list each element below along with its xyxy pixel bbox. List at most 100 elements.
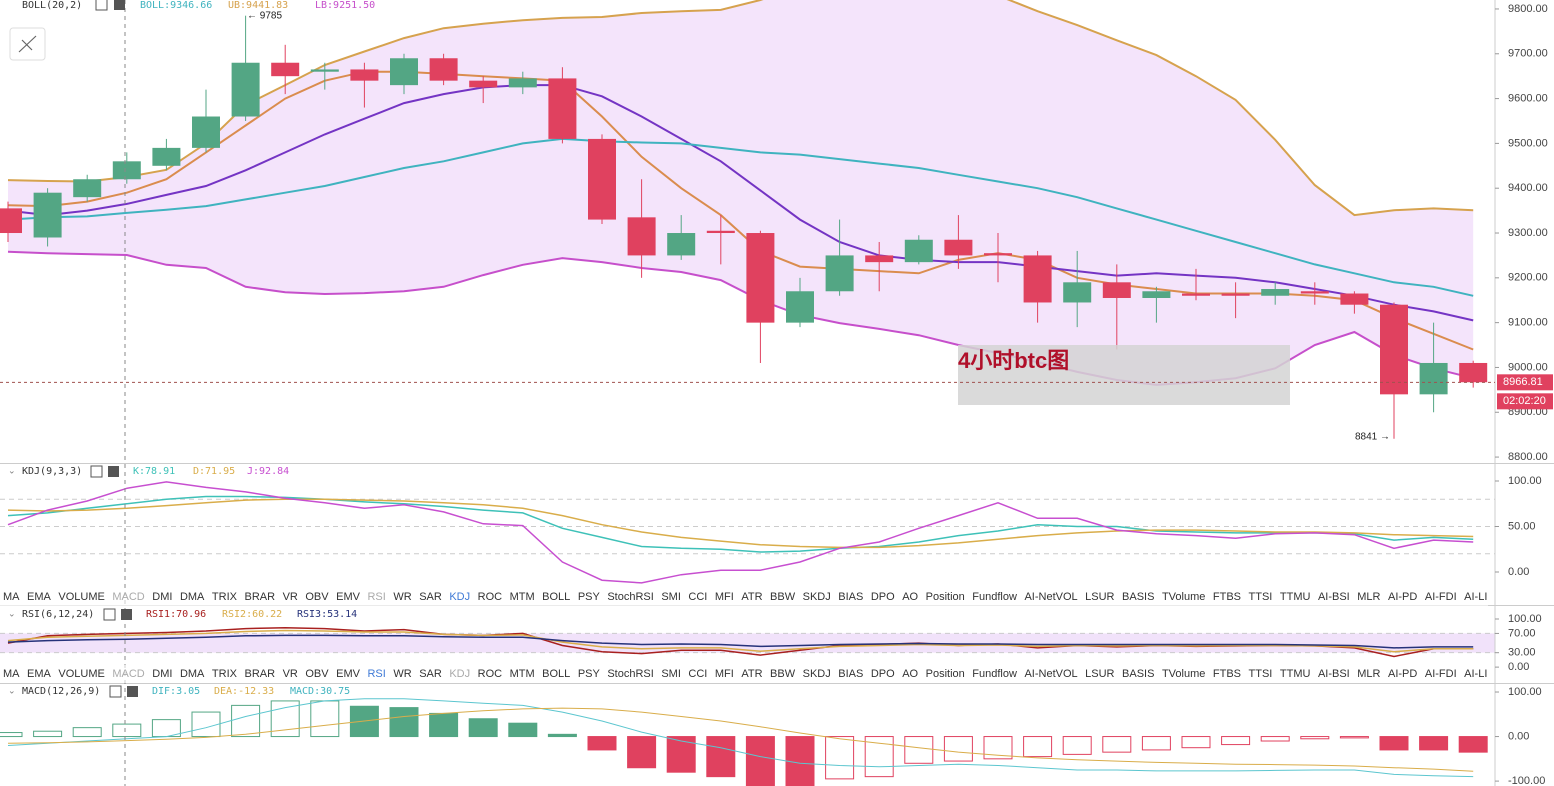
indicator-tab[interactable]: TRIX xyxy=(211,591,237,603)
close-icon[interactable] xyxy=(127,686,138,697)
indicator-tab[interactable]: VR xyxy=(282,668,298,680)
indicator-tab[interactable]: CCI xyxy=(688,591,708,603)
indicator-tab[interactable]: DMA xyxy=(179,668,205,680)
indicator-tab[interactable]: AI-LI xyxy=(1464,591,1488,603)
indicator-tab[interactable]: ROC xyxy=(477,668,503,680)
indicator-tab[interactable]: EMV xyxy=(336,668,360,680)
close-icon[interactable] xyxy=(108,466,119,477)
indicator-tab[interactable]: MACD xyxy=(112,591,145,603)
indicator-tab[interactable]: WR xyxy=(393,668,412,680)
indicator-tab[interactable]: AI-BSI xyxy=(1317,591,1350,603)
indicator-tab[interactable]: BBW xyxy=(770,591,796,603)
indicator-tab[interactable]: Position xyxy=(925,668,965,680)
indicator-tab[interactable]: Position xyxy=(925,591,965,603)
indicator-tab[interactable]: AI-NetVOL xyxy=(1024,591,1078,603)
indicator-tab[interactable]: DMI xyxy=(152,668,173,680)
indicator-tab[interactable]: Fundflow xyxy=(972,668,1017,680)
indicator-tab[interactable]: BRAR xyxy=(244,591,276,603)
indicator-tab[interactable]: EMA xyxy=(27,668,51,680)
indicator-tab[interactable]: MTM xyxy=(509,668,535,680)
high-label: ← 9785 xyxy=(247,11,282,22)
indicator-tab[interactable]: VR xyxy=(282,591,298,603)
collapse-arrow[interactable]: ⌄ xyxy=(8,608,16,618)
indicator-tab[interactable]: BIAS xyxy=(838,668,864,680)
indicator-tab[interactable]: AO xyxy=(902,668,919,680)
indicator-tab[interactable]: SAR xyxy=(419,668,442,680)
indicator-tab[interactable]: CCI xyxy=(688,668,708,680)
indicator-tab[interactable]: TTSI xyxy=(1248,668,1273,680)
indicator-tab[interactable]: OBV xyxy=(305,668,329,680)
indicator-tab[interactable]: BOLL xyxy=(542,668,571,680)
indicator-tab[interactable]: TTMU xyxy=(1279,668,1311,680)
indicator-tab[interactable]: TVolume xyxy=(1161,591,1206,603)
indicator-tab[interactable]: Fundflow xyxy=(972,591,1017,603)
indicator-tab[interactable]: AI-NetVOL xyxy=(1024,668,1078,680)
indicator-tab[interactable]: SMI xyxy=(661,591,681,603)
indicator-tab[interactable]: LSUR xyxy=(1085,668,1115,680)
indicator-tab[interactable]: FTBS xyxy=(1212,591,1241,603)
collapse-arrow[interactable]: ⌄ xyxy=(8,465,16,475)
indicator-tab[interactable]: SMI xyxy=(661,668,681,680)
indicator-tab[interactable]: KDJ xyxy=(449,591,471,603)
indicator-tab[interactable]: DPO xyxy=(870,591,895,603)
indicator-tab[interactable]: TRIX xyxy=(211,668,237,680)
indicator-tab[interactable]: SAR xyxy=(419,591,442,603)
indicator-tab[interactable]: BASIS xyxy=(1122,591,1155,603)
indicator-tab[interactable]: BIAS xyxy=(838,591,864,603)
indicator-tab[interactable]: BRAR xyxy=(244,668,276,680)
indicator-tab[interactable]: AI-BSI xyxy=(1317,668,1350,680)
indicator-tab[interactable]: TTSI xyxy=(1248,591,1273,603)
indicator-tab[interactable]: SKDJ xyxy=(802,668,831,680)
indicator-tab[interactable]: VOLUME xyxy=(58,591,105,603)
close-icon[interactable] xyxy=(121,609,132,620)
indicator-tab[interactable]: ROC xyxy=(477,591,503,603)
indicator-tab[interactable]: DMA xyxy=(179,591,205,603)
indicator-tab[interactable]: LSUR xyxy=(1085,591,1115,603)
indicator-tab[interactable]: MACD xyxy=(112,668,145,680)
indicator-tab[interactable]: AO xyxy=(902,591,919,603)
indicator-tab[interactable]: AI-PD xyxy=(1388,668,1418,680)
settings-icon[interactable] xyxy=(95,0,108,11)
indicator-tab[interactable]: ATR xyxy=(741,668,763,680)
indicator-tab[interactable]: FTBS xyxy=(1212,668,1241,680)
indicator-tab[interactable]: EMA xyxy=(27,591,51,603)
indicator-tab[interactable]: VOLUME xyxy=(58,668,105,680)
indicator-tab[interactable]: BBW xyxy=(770,668,796,680)
indicator-tab[interactable]: MLR xyxy=(1357,591,1381,603)
indicator-tab[interactable]: AI-FDI xyxy=(1424,591,1457,603)
indicator-tab[interactable]: DPO xyxy=(870,668,895,680)
indicator-tab[interactable]: MFI xyxy=(714,591,734,603)
indicator-tab[interactable]: OBV xyxy=(305,591,329,603)
macd-bar xyxy=(1023,736,1053,758)
indicator-tab[interactable]: SKDJ xyxy=(802,591,831,603)
candle-body xyxy=(1419,362,1448,395)
indicator-tab[interactable]: TVolume xyxy=(1161,668,1206,680)
indicator-tab[interactable]: BOLL xyxy=(542,591,571,603)
indicator-tab[interactable]: StochRSI xyxy=(607,668,654,680)
indicator-tab[interactable]: ATR xyxy=(741,591,763,603)
settings-icon[interactable] xyxy=(103,608,116,621)
indicator-tab[interactable]: PSY xyxy=(577,668,600,680)
indicator-tab[interactable]: MA xyxy=(3,591,20,603)
indicator-tab[interactable]: RSI xyxy=(367,591,386,603)
indicator-tab[interactable]: WR xyxy=(393,591,412,603)
indicator-tab[interactable]: BASIS xyxy=(1122,668,1155,680)
indicator-tab[interactable]: DMI xyxy=(152,591,173,603)
indicator-tab[interactable]: EMV xyxy=(336,591,360,603)
indicator-tab[interactable]: MTM xyxy=(509,591,535,603)
indicator-tab[interactable]: KDJ xyxy=(449,668,471,680)
collapse-arrow[interactable]: ⌄ xyxy=(8,685,16,695)
indicator-tab[interactable]: AI-LI xyxy=(1464,668,1488,680)
indicator-tab[interactable]: RSI xyxy=(367,668,386,680)
indicator-tab[interactable]: MA xyxy=(3,668,20,680)
indicator-tab[interactable]: PSY xyxy=(577,591,600,603)
indicator-tab[interactable]: AI-FDI xyxy=(1424,668,1457,680)
indicator-tab[interactable]: MLR xyxy=(1357,668,1381,680)
indicator-tab[interactable]: MFI xyxy=(714,668,734,680)
indicator-tab[interactable]: TTMU xyxy=(1279,591,1311,603)
settings-icon[interactable] xyxy=(90,465,103,478)
indicator-tab[interactable]: AI-PD xyxy=(1388,591,1418,603)
close-icon[interactable] xyxy=(114,0,125,10)
indicator-tab[interactable]: StochRSI xyxy=(607,591,654,603)
settings-icon[interactable] xyxy=(109,685,122,698)
